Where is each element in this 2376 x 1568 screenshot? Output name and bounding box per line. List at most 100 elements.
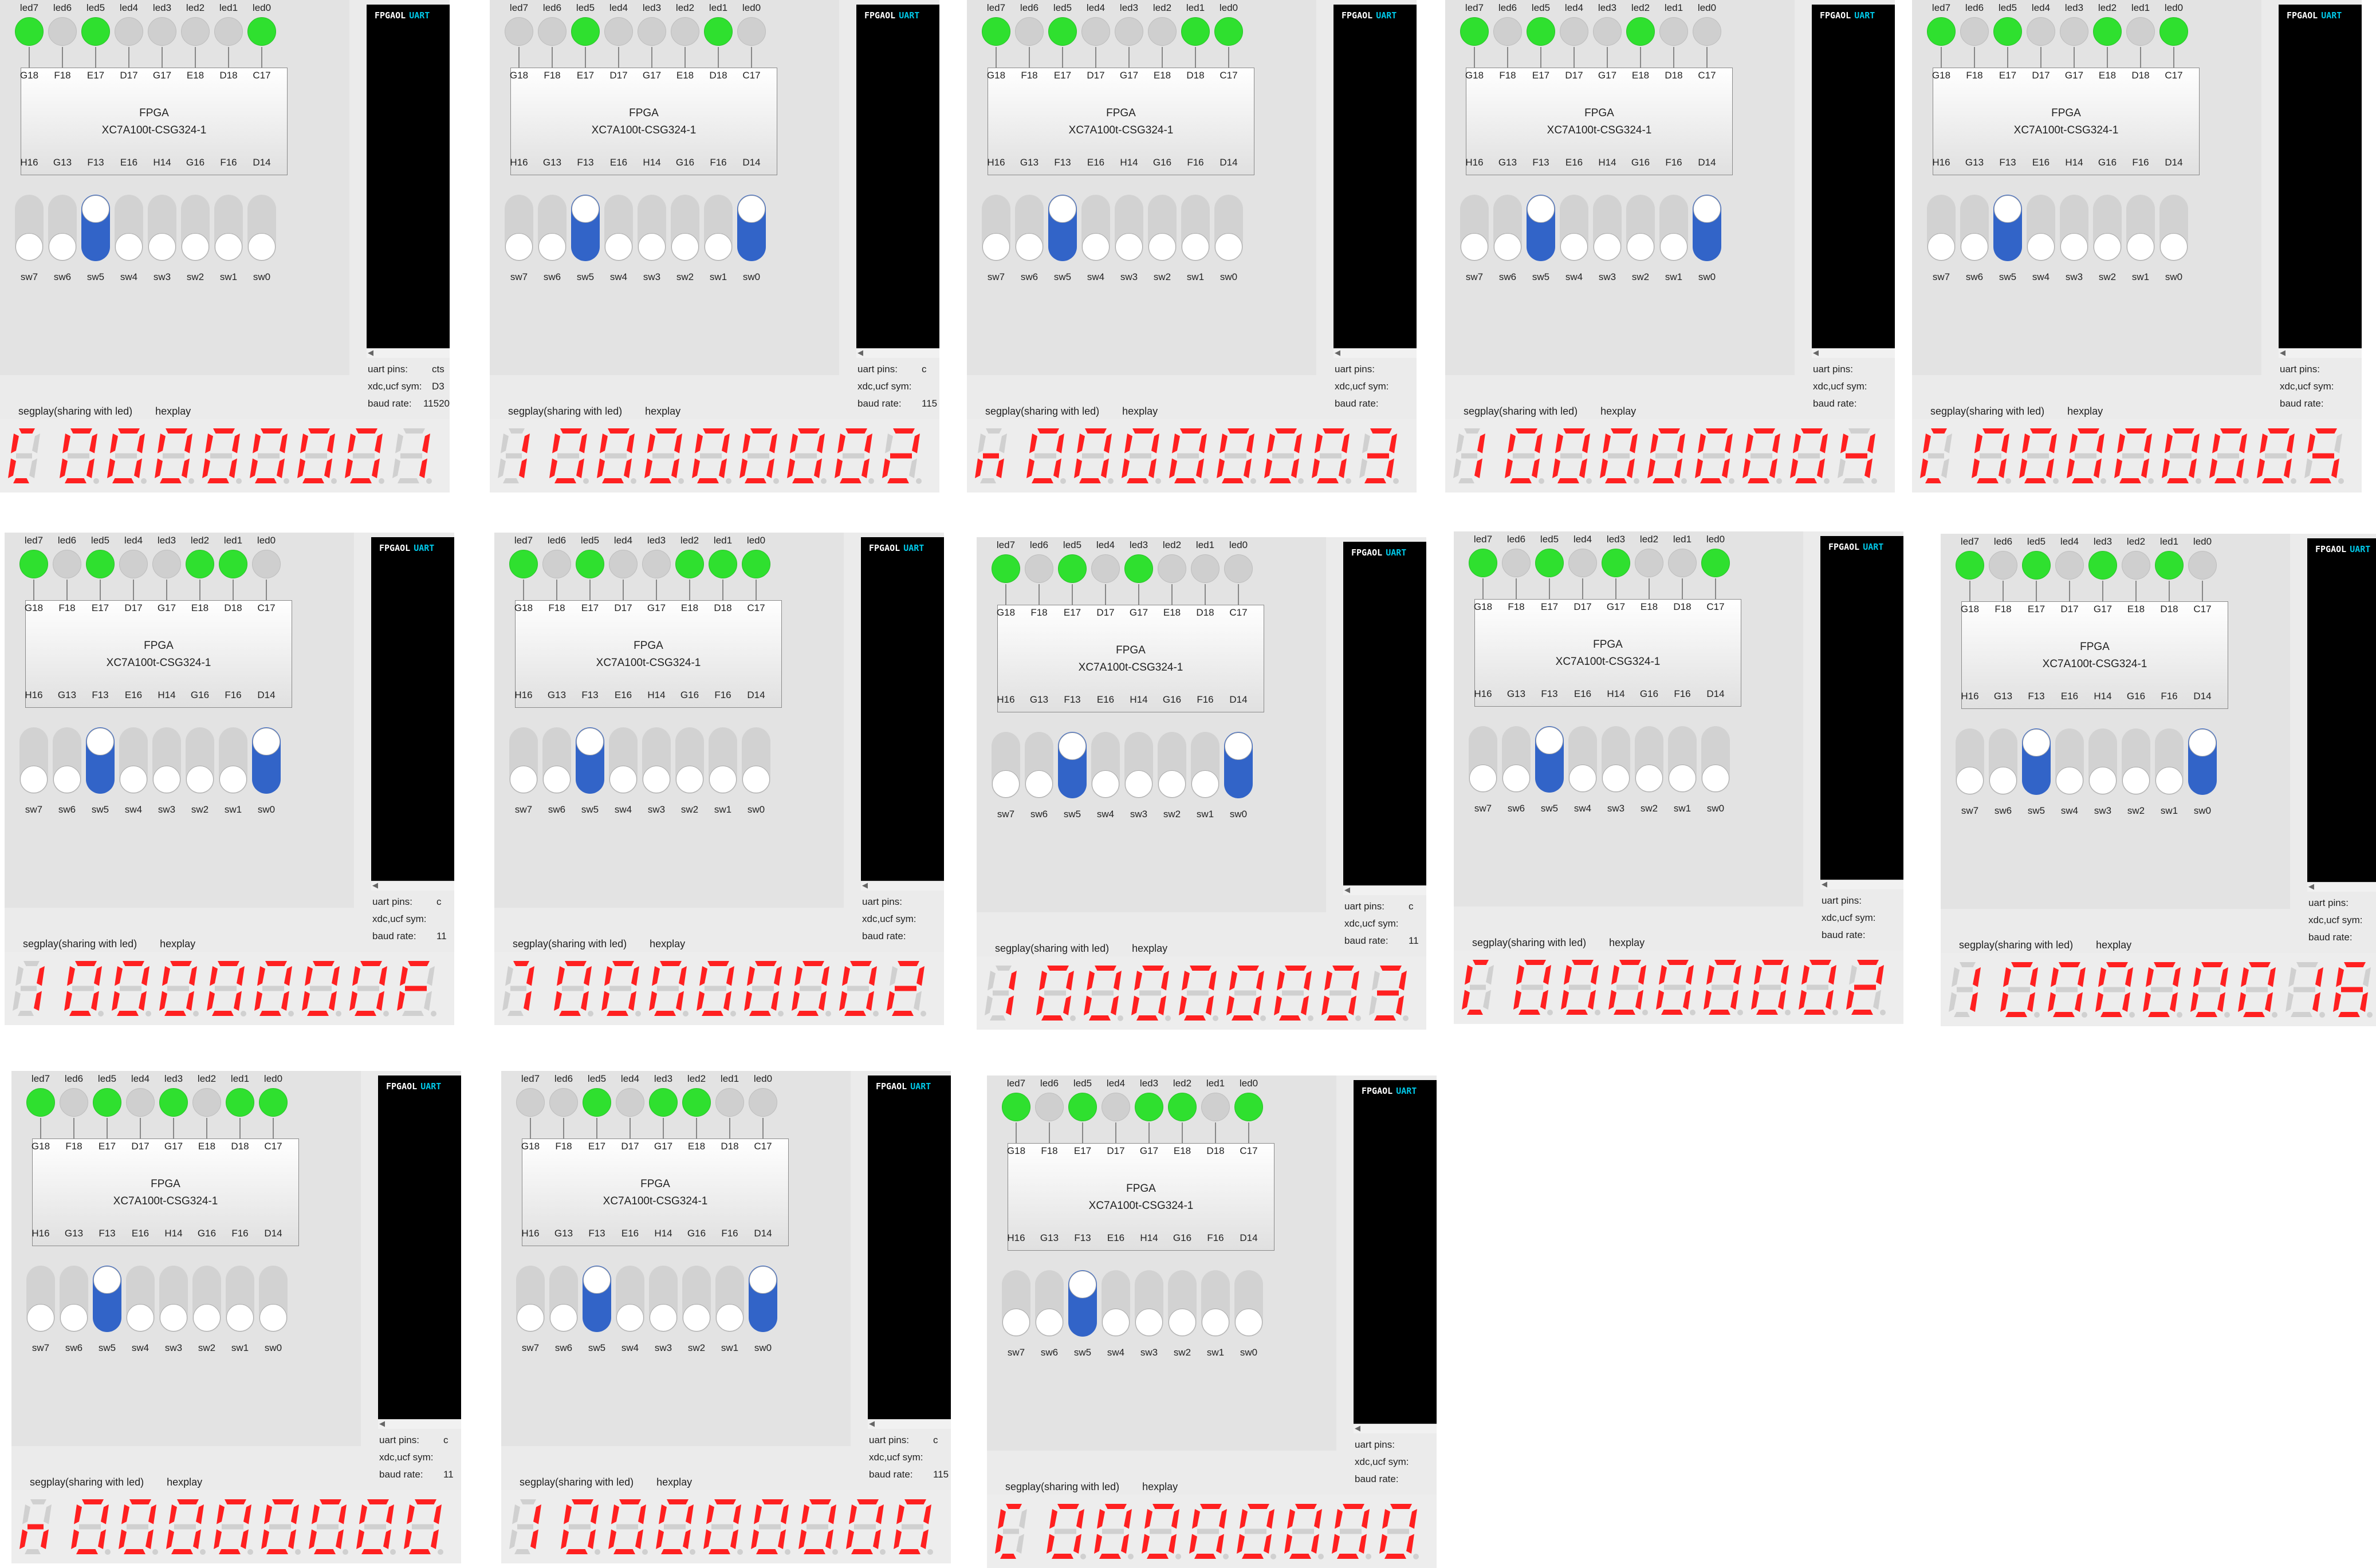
toggle-switch[interactable] <box>2122 728 2150 795</box>
toggle-switch[interactable] <box>1593 195 1622 261</box>
toggle-switch[interactable] <box>576 727 604 794</box>
switch-knob[interactable] <box>738 195 765 223</box>
toggle-switch[interactable] <box>1201 1270 1230 1337</box>
toggle-switch[interactable] <box>2159 195 2188 261</box>
uart-terminal[interactable]: FPGAOL UART <box>1354 1080 1437 1424</box>
tab-hexplay[interactable]: hexplay <box>656 1476 693 1488</box>
terminal-scrollbar[interactable]: ◀ <box>856 348 939 358</box>
toggle-switch[interactable] <box>1602 726 1630 793</box>
tab-segplay[interactable]: segplay(sharing with led) <box>30 1476 144 1488</box>
tab-segplay[interactable]: segplay(sharing with led) <box>520 1476 634 1488</box>
switch-knob[interactable] <box>115 233 143 261</box>
switch-knob[interactable] <box>709 766 737 793</box>
toggle-switch[interactable] <box>1035 1270 1064 1337</box>
toggle-switch[interactable] <box>571 195 600 261</box>
switch-knob[interactable] <box>1082 233 1110 261</box>
terminal-scrollbar[interactable]: ◀ <box>378 1419 461 1429</box>
switch-knob[interactable] <box>1594 233 1621 261</box>
terminal-scrollbar[interactable]: ◀ <box>2279 348 2362 358</box>
switch-knob[interactable] <box>1002 1309 1030 1336</box>
switch-knob[interactable] <box>1469 765 1497 792</box>
toggle-switch[interactable] <box>53 727 81 794</box>
tab-hexplay[interactable]: hexplay <box>645 405 681 417</box>
toggle-switch[interactable] <box>126 1266 155 1332</box>
switch-knob[interactable] <box>1148 233 1176 261</box>
toggle-switch[interactable] <box>1015 195 1044 261</box>
toggle-switch[interactable] <box>1025 732 1053 798</box>
switch-knob[interactable] <box>1461 233 1488 261</box>
toggle-switch[interactable] <box>1158 732 1186 798</box>
scroll-left-icon[interactable]: ◀ <box>368 349 373 357</box>
toggle-switch[interactable] <box>509 727 538 794</box>
tab-hexplay[interactable]: hexplay <box>1132 943 1168 954</box>
switch-knob[interactable] <box>1669 765 1696 792</box>
scroll-left-icon[interactable]: ◀ <box>869 1420 875 1428</box>
toggle-switch[interactable] <box>81 195 110 261</box>
switch-knob[interactable] <box>609 766 637 793</box>
toggle-switch[interactable] <box>15 195 44 261</box>
scroll-left-icon[interactable]: ◀ <box>857 349 863 357</box>
tab-hexplay[interactable]: hexplay <box>1142 1481 1178 1492</box>
switch-knob[interactable] <box>2160 233 2188 261</box>
uart-terminal[interactable]: FPGAOL UART <box>856 5 939 348</box>
switch-knob[interactable] <box>616 1304 644 1331</box>
switch-knob[interactable] <box>676 766 703 793</box>
switch-knob[interactable] <box>226 1304 254 1331</box>
tab-segplay[interactable]: segplay(sharing with led) <box>23 938 137 950</box>
toggle-switch[interactable] <box>742 727 770 794</box>
toggle-switch[interactable] <box>1469 726 1497 793</box>
toggle-switch[interactable] <box>26 1266 55 1332</box>
uart-terminal[interactable]: FPGAOL UART <box>1343 542 1426 885</box>
switch-knob[interactable] <box>1627 233 1654 261</box>
tab-hexplay[interactable]: hexplay <box>167 1476 203 1488</box>
switch-knob[interactable] <box>671 233 699 261</box>
switch-knob[interactable] <box>153 766 180 793</box>
toggle-switch[interactable] <box>649 1266 678 1332</box>
terminal-scrollbar[interactable]: ◀ <box>861 881 944 891</box>
switch-knob[interactable] <box>248 233 276 261</box>
switch-knob[interactable] <box>1536 727 1563 754</box>
switch-knob[interactable] <box>1191 770 1219 798</box>
terminal-scrollbar[interactable]: ◀ <box>2307 882 2376 892</box>
toggle-switch[interactable] <box>642 727 671 794</box>
tab-segplay[interactable]: segplay(sharing with led) <box>513 938 627 950</box>
scroll-left-icon[interactable]: ◀ <box>862 881 868 890</box>
terminal-scrollbar[interactable]: ◀ <box>1354 1424 1437 1433</box>
switch-knob[interactable] <box>1016 233 1043 261</box>
toggle-switch[interactable] <box>616 1266 644 1332</box>
switch-knob[interactable] <box>1215 233 1242 261</box>
toggle-switch[interactable] <box>186 727 214 794</box>
toggle-switch[interactable] <box>86 727 115 794</box>
toggle-switch[interactable] <box>682 1266 711 1332</box>
toggle-switch[interactable] <box>1701 726 1730 793</box>
terminal-scrollbar[interactable]: ◀ <box>367 348 450 358</box>
tab-segplay[interactable]: segplay(sharing with led) <box>1005 1481 1120 1492</box>
tab-segplay[interactable]: segplay(sharing with led) <box>18 405 133 417</box>
switch-knob[interactable] <box>650 1304 677 1331</box>
scroll-left-icon[interactable]: ◀ <box>1344 886 1350 895</box>
switch-knob[interactable] <box>2094 233 2121 261</box>
switch-knob[interactable] <box>49 233 76 261</box>
toggle-switch[interactable] <box>119 727 148 794</box>
scroll-left-icon[interactable]: ◀ <box>2308 883 2314 891</box>
toggle-switch[interactable] <box>704 195 733 261</box>
switch-knob[interactable] <box>2122 767 2150 794</box>
toggle-switch[interactable] <box>1635 726 1663 793</box>
switch-knob[interactable] <box>1927 233 1955 261</box>
tab-hexplay[interactable]: hexplay <box>1609 937 1645 948</box>
terminal-scrollbar[interactable]: ◀ <box>1343 885 1426 895</box>
switch-knob[interactable] <box>148 233 176 261</box>
toggle-switch[interactable] <box>152 727 181 794</box>
toggle-switch[interactable] <box>2188 728 2217 795</box>
toggle-switch[interactable] <box>226 1266 254 1332</box>
toggle-switch[interactable] <box>638 195 666 261</box>
switch-knob[interactable] <box>1115 233 1143 261</box>
toggle-switch[interactable] <box>1535 726 1564 793</box>
switch-knob[interactable] <box>259 1304 287 1331</box>
switch-knob[interactable] <box>1660 233 1687 261</box>
switch-knob[interactable] <box>1125 770 1152 798</box>
switch-knob[interactable] <box>160 1304 187 1331</box>
toggle-switch[interactable] <box>60 1266 88 1332</box>
toggle-switch[interactable] <box>542 727 571 794</box>
switch-knob[interactable] <box>716 1304 744 1331</box>
